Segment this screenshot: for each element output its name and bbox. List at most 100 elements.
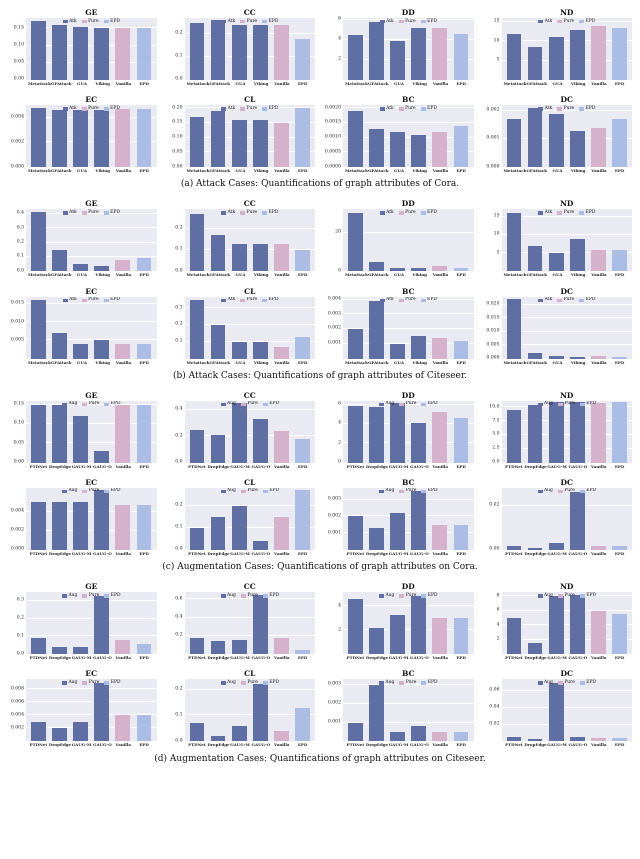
bar [548,113,564,168]
x-tick-label: EPD [297,81,308,86]
bar [569,595,585,655]
legend-swatch [104,681,110,685]
bars [26,297,157,359]
y-tick-label: 0.10 [172,134,183,140]
x-tick-label: GAUG-O [251,463,271,469]
bar [231,341,247,359]
bar-slot [567,401,588,463]
bar-slot [271,105,292,168]
x-tick-label: DropEdge [207,463,230,469]
y-tick-label: 0.0015 [324,119,341,125]
x-tick-label: GUA [552,272,563,278]
chart-panel: DD 0 2 4 6 Aug Pure EPD PTDNet DropEdge GAUG-M GAUG… [325,391,474,469]
legend-swatch [103,19,109,24]
bar [548,253,564,272]
bar-slot [504,401,525,463]
bar [390,731,406,742]
bar [273,516,289,550]
gridline [184,408,315,410]
bar-slot [345,297,366,359]
bar [569,238,585,272]
x-tick-label: Vanilla [432,272,449,278]
y-tick-label: 10 [493,37,500,43]
plot-area: Atk Pure EPD [26,18,157,80]
gridline [26,599,157,601]
gridline [343,59,474,60]
bar-slot [366,679,387,742]
legend-label: Aug [544,592,553,598]
legend-item: Pure [81,210,99,215]
bar-slot [28,209,49,272]
gridline [343,328,474,330]
y-axis: 0.0 0.1 0.2 [167,209,185,273]
legend: Atk Pure EPD [343,210,474,215]
x-tick-label: GFAttack [50,81,72,86]
y-tick-label: 15 [493,213,500,219]
y-tick-label: 0.0 [492,459,500,465]
plot-area: Aug Pure EPD [26,400,157,463]
x-tick-label: Metattack [28,168,51,174]
legend: Atk Pure EPD [26,210,157,215]
x-tick-label: DropEdge [524,463,547,469]
bar-slot [133,209,154,272]
legend-swatch [421,402,427,407]
legend-label: EPD [585,18,596,24]
legend-swatch [262,681,268,685]
x-tick-label: PTDNet [29,655,48,661]
legend-label: Pure [88,105,99,111]
plot-area: Aug Pure EPD [501,400,632,463]
bar-slot [345,592,366,655]
legend: Atk Pure EPD [343,297,474,303]
chart-title: CC [243,582,256,592]
bar-slot [208,488,229,550]
bar [432,524,448,550]
y-tick-label: 0.010 [486,328,500,334]
legend-label: Pure [405,401,417,407]
legend-label: Pure [246,297,258,303]
y-tick-label: 6 [338,16,341,22]
chart-panel: BC 0.0000 0.0005 0.0010 0.0015 0.0020 Atk Pure E… [325,95,474,173]
x-tick-labels: Metattack GFAttack GUA Viking Vanilla EPD [185,168,316,173]
x-tick-label: Vanilla [274,272,290,278]
y-tick-label: 0.0020 [324,104,341,110]
legend-swatch [538,298,544,303]
chart-body: 0.002 0.004 0.006 0.008 Aug Pure EPD [8,679,157,742]
legend-item: Atk [379,106,394,111]
legend-label: EPD [427,401,438,407]
legend-item: Pure [240,106,257,111]
bar [506,410,522,463]
bar-slot [91,105,112,168]
legend-item: EPD [262,19,278,24]
x-tick-label: GAUG-M [547,742,567,748]
bar-slot [292,592,313,655]
x-tick-label: GFAttack [367,359,389,365]
x-tick-label: Vanilla [591,168,607,174]
legend-item: Pure [557,19,574,24]
bar [390,402,406,463]
chart-panel: ND 5 10 15 Atk Pure EPD Metattack GFAttack GUA Vik… [484,8,632,86]
chart-body: 0.0 0.1 0.2 Aug Pure EPD [167,679,315,743]
x-tick-labels: Metattack GFAttack GUA Viking Vanilla EPD [26,81,157,86]
legend: Aug Pure EPD [185,489,316,494]
bar-slot [91,592,112,655]
legend-label: Pure [88,18,99,24]
bar [252,541,268,550]
y-tick-label: 0.02 [489,721,500,727]
bar [432,131,448,168]
legend-swatch [399,681,405,685]
legend-swatch [557,19,563,24]
x-tick-label: DropEdge [48,655,72,661]
bar [94,451,110,463]
bar [136,343,152,359]
bar [252,419,268,463]
bar-slot [250,592,271,655]
legend-item: EPD [262,210,278,215]
chart-panel: DC 0.000 0.001 0.002 Atk Pure EPD Metattack GFAt… [484,95,632,174]
y-tick-label: 0.1 [175,53,183,59]
x-tick-label: Vanilla [274,168,290,174]
bar-slot [525,679,546,742]
bar-slot [408,297,429,359]
y-tick-label: 0.20 [172,104,183,110]
bar [189,723,205,742]
bar [115,28,131,80]
